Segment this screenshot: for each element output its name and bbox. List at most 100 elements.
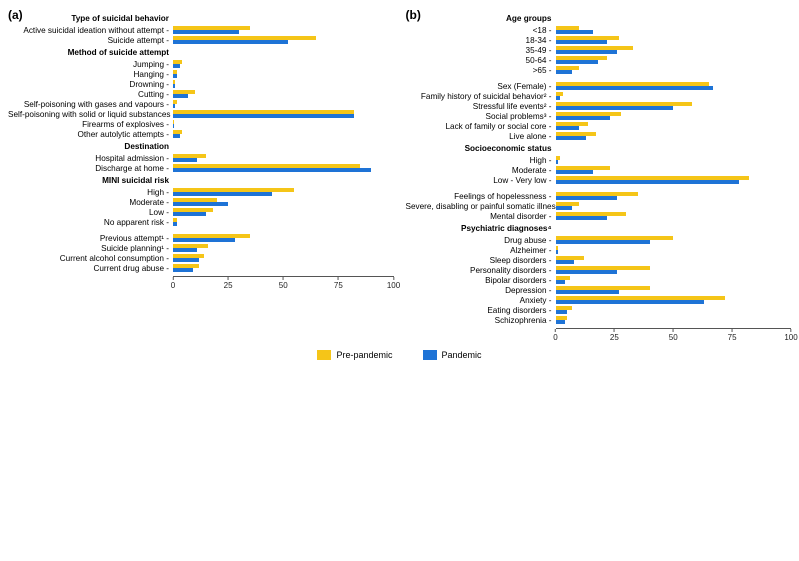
row-plot <box>556 266 792 276</box>
x-tick: 25 <box>224 277 233 290</box>
data-row: Moderate - <box>8 198 394 208</box>
group-heading: Destination <box>8 140 173 154</box>
row-label: Lack of family or social core - <box>406 123 556 131</box>
row-label: Eating disorders - <box>406 307 556 315</box>
panel-b: (b) Age groups<18 -18-34 -35-49 -50-64 -… <box>406 8 792 342</box>
group-heading-row: Age groups <box>406 12 792 26</box>
row-label: No apparent risk - <box>8 219 173 227</box>
group-heading: Method of suicide attempt <box>8 46 173 60</box>
data-row: Cutting - <box>8 90 394 100</box>
row-label: Depression - <box>406 287 556 295</box>
x-axis-a: 0255075100 <box>8 276 394 290</box>
data-row: 50-64 - <box>406 56 792 66</box>
bar-pan <box>556 320 565 324</box>
row-plot <box>173 154 394 164</box>
row-label: Current alcohol consumption - <box>8 255 173 263</box>
bar-pan <box>556 126 580 130</box>
row-plot <box>556 176 792 186</box>
row-plot <box>173 90 394 100</box>
row-plot <box>173 218 394 228</box>
bar-pan <box>173 94 188 98</box>
group-heading: MINI suicidal risk <box>8 174 173 188</box>
row-plot <box>556 46 792 56</box>
row-label: Firearms of explosives - <box>8 121 173 129</box>
bar-pan <box>556 40 608 44</box>
data-row: Hanging - <box>8 70 394 80</box>
x-tick: 100 <box>387 277 400 290</box>
row-label: Active suicidal ideation without attempt… <box>8 27 173 35</box>
data-row: Sleep disorders - <box>406 256 792 266</box>
row-label: 18-34 - <box>406 37 556 45</box>
data-row: >65 - <box>406 66 792 76</box>
row-label: Low - <box>8 209 173 217</box>
row-plot <box>173 234 394 244</box>
row-plot <box>556 56 792 66</box>
panels-row: (a) Type of suicidal behaviorActive suic… <box>8 8 791 342</box>
data-row: Eating disorders - <box>406 306 792 316</box>
row-plot <box>556 66 792 76</box>
data-row: No apparent risk - <box>8 218 394 228</box>
group-heading-row: Method of suicide attempt <box>8 46 394 60</box>
bar-pan <box>173 212 206 216</box>
data-row: Drug abuse - <box>406 236 792 246</box>
bar-pan <box>173 268 193 272</box>
x-tick: 0 <box>171 277 175 290</box>
x-tick: 75 <box>334 277 343 290</box>
bar-pan <box>556 86 714 90</box>
row-label: Sleep disorders - <box>406 257 556 265</box>
x-tick-label: 75 <box>728 333 737 342</box>
x-tick: 50 <box>669 329 678 342</box>
bar-pan <box>173 168 371 172</box>
x-tick-label: 50 <box>669 333 678 342</box>
bar-pan <box>556 240 650 244</box>
bar-pan <box>556 196 617 200</box>
row-label: Drowning - <box>8 81 173 89</box>
row-label: Sex (Female) - <box>406 83 556 91</box>
group-heading: Type of suicidal behavior <box>8 12 173 26</box>
bar-pan <box>173 64 180 68</box>
bar-pan <box>173 74 177 78</box>
row-label: Bipolar disorders - <box>406 277 556 285</box>
row-plot <box>173 110 394 120</box>
row-label: Hanging - <box>8 71 173 79</box>
data-row: Social problems³ - <box>406 112 792 122</box>
data-row: Depression - <box>406 286 792 296</box>
bar-pan <box>556 170 594 174</box>
row-label: Schizophrenia - <box>406 317 556 325</box>
chart-b: Age groups<18 -18-34 -35-49 -50-64 ->65 … <box>406 8 792 326</box>
row-plot <box>556 276 792 286</box>
group-heading: Socioeconomic status <box>406 142 556 156</box>
data-row: Suicide attempt - <box>8 36 394 46</box>
bar-pan <box>556 216 608 220</box>
row-label: Self-poisoning with solid or liquid subs… <box>8 111 173 119</box>
row-plot <box>556 246 792 256</box>
bar-pan <box>173 124 174 128</box>
row-label: >65 - <box>406 67 556 75</box>
row-label: Self-poisoning with gases and vapours - <box>8 101 173 109</box>
data-row: Lack of family or social core - <box>406 122 792 132</box>
data-row: <18 - <box>406 26 792 36</box>
row-label: Feelings of hopelessness - <box>406 193 556 201</box>
data-row: Current alcohol consumption - <box>8 254 394 264</box>
group-heading-row: Destination <box>8 140 394 154</box>
row-label: Previous attempt¹ - <box>8 235 173 243</box>
data-row: High - <box>406 156 792 166</box>
row-plot <box>173 100 394 110</box>
data-row: Schizophrenia - <box>406 316 792 326</box>
row-label: Suicide planning¹ - <box>8 245 173 253</box>
group-heading: Psychiatric diagnoses⁴ <box>406 222 556 236</box>
row-label: Live alone - <box>406 133 556 141</box>
data-row: 35-49 - <box>406 46 792 56</box>
bar-pan <box>173 258 199 262</box>
group-heading-row: MINI suicidal risk <box>8 174 394 188</box>
bar-pan <box>173 192 272 196</box>
bar-pan <box>173 84 175 88</box>
row-label: Anxiety - <box>406 297 556 305</box>
data-row: Severe, disabling or painful somatic ill… <box>406 202 792 212</box>
data-row: Personality disorders - <box>406 266 792 276</box>
row-label: Severe, disabling or painful somatic ill… <box>406 203 556 211</box>
data-row: Stressful life events² - <box>406 102 792 112</box>
row-label: Stressful life events² - <box>406 103 556 111</box>
bar-pan <box>556 260 575 264</box>
row-label: Cutting - <box>8 91 173 99</box>
